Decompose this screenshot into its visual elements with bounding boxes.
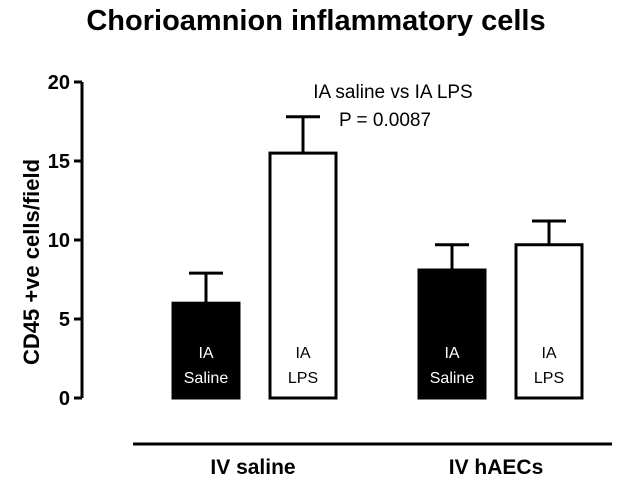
bar: IA Saline [171,271,241,400]
bar-label-bottom: LPS [288,370,318,387]
y-axis-title: CD45 +ve cells/field [19,159,44,365]
chart-title: Chorioamnion inflammatory cells [86,5,545,37]
group-label-iv-saline: IV saline [210,456,295,479]
bar-rect [417,268,487,400]
group-label-iv-haecs: IV hAECs [449,456,544,479]
bar-rect [268,151,338,400]
bar-label-top: IA [198,345,213,362]
bar-label-top: IA [295,345,310,362]
bar: IA Saline [417,243,487,400]
bar-label-bottom: LPS [534,370,564,387]
y-ticks: 0 5 10 15 20 [48,72,82,410]
bar-rect [171,301,241,400]
annotation-line2: P = 0.0087 [339,110,431,131]
bar-label-bottom: Saline [184,370,229,387]
p-value-annotation: IA saline vs IA LPS P = 0.0087 [313,82,472,131]
annotation-line1: IA saline vs IA LPS [313,82,472,103]
bar: IA LPS [268,115,338,400]
y-tick-label: 10 [48,230,70,252]
y-tick-label: 20 [48,72,70,94]
bars: IA Saline IA LPS IA Saline IA LPS [171,115,584,400]
y-tick-label: 0 [59,388,70,410]
bar-label-bottom: Saline [430,370,475,387]
bar: IA LPS [514,219,584,400]
bar-label-top: IA [541,345,556,362]
y-tick-label: 5 [59,309,70,331]
y-tick-label: 15 [48,151,70,173]
bar-label-top: IA [444,345,459,362]
bar-rect [514,243,584,400]
